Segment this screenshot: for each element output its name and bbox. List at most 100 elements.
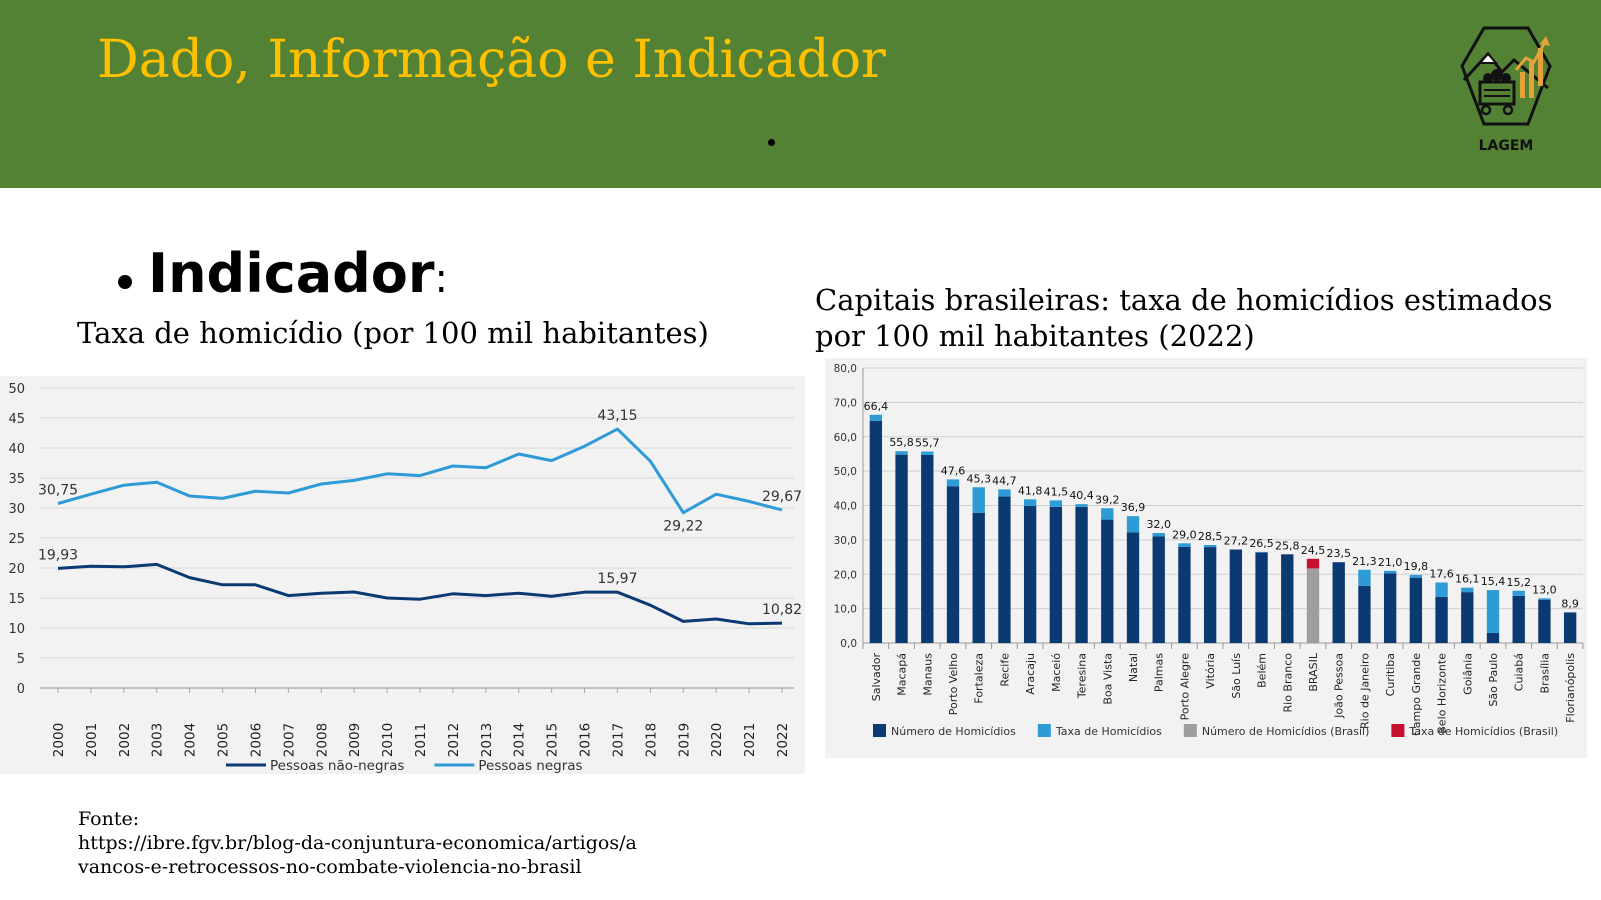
y-tick-label: 40 xyxy=(8,442,25,457)
bar-value-label: 16,1 xyxy=(1455,573,1480,586)
x-category-label: Fortaleza xyxy=(973,653,986,704)
data-label: 19,93 xyxy=(38,547,78,563)
bar-value-label: 8,9 xyxy=(1561,597,1579,610)
y-tick-label: 50 xyxy=(8,382,25,397)
bar-value-label: 26,5 xyxy=(1249,537,1274,550)
bar-value-label: 47,6 xyxy=(941,464,966,477)
bar-value-label: 36,9 xyxy=(1121,501,1146,514)
bar-segment xyxy=(1203,545,1217,548)
y-tick-label: 20,0 xyxy=(834,569,857,581)
x-tick-label: 2002 xyxy=(117,723,133,757)
x-category-label: Teresina xyxy=(1076,653,1089,699)
bar-segment xyxy=(1229,549,1243,643)
source-label: Fonte: xyxy=(78,808,140,830)
bar-value-label: 23,5 xyxy=(1326,547,1351,560)
bar-segment xyxy=(1126,516,1140,533)
line-chart-background xyxy=(0,376,805,774)
bar-segment xyxy=(1126,532,1140,643)
x-tick-label: 2015 xyxy=(545,723,561,757)
x-category-label: Curitiba xyxy=(1384,653,1397,696)
data-label: 43,15 xyxy=(597,408,637,424)
source-note: Fonte: https://ibre.fgv.br/blog-da-conju… xyxy=(78,807,637,879)
bar-segment xyxy=(1023,499,1037,506)
bar-segment xyxy=(1538,598,1551,600)
bar-segment xyxy=(1075,506,1088,643)
bar-chart-title: Capitais brasileiras: taxa de homicídios… xyxy=(815,283,1553,353)
bar-segment xyxy=(998,489,1011,497)
bar-segment xyxy=(1281,554,1294,643)
x-category-label: Salvador xyxy=(870,653,883,702)
x-tick-label: 2012 xyxy=(446,723,462,757)
x-category-label: Aracaju xyxy=(1024,653,1037,695)
bar-segment xyxy=(1383,573,1397,643)
bar-value-label: 55,8 xyxy=(889,436,914,449)
x-category-label: Brasília xyxy=(1538,653,1551,693)
bar-segment xyxy=(1435,582,1448,597)
x-category-label: Boa Vista xyxy=(1101,653,1114,705)
bar-value-label: 15,2 xyxy=(1506,576,1531,589)
bar-segment xyxy=(1178,546,1191,643)
bar-segment xyxy=(921,451,934,455)
source-line-1: https://ibre.fgv.br/blog-da-conjuntura-e… xyxy=(78,832,637,854)
x-tick-label: 2020 xyxy=(709,723,725,757)
bar-segment xyxy=(946,479,960,487)
data-label: 29,67 xyxy=(762,489,802,505)
bullet-colon: : xyxy=(434,256,449,302)
bar-value-label: 19,8 xyxy=(1404,560,1429,573)
logo-text: LAGEM xyxy=(1478,138,1534,154)
x-tick-label: 2013 xyxy=(479,723,495,757)
bar-segment xyxy=(1049,500,1063,507)
x-category-label: João Pessoa xyxy=(1333,653,1346,719)
homicide-rate-line-chart: 0 5 10 15 20 25 30 35 40 45 50 2000 2001 2002 2003 2004… xyxy=(0,376,805,774)
bar-segment xyxy=(1409,577,1423,643)
x-tick-label: 2011 xyxy=(413,723,429,757)
bar-value-label: 40,4 xyxy=(1069,489,1094,502)
capitals-homicide-bar-chart: 0,0 10,0 20,0 30,0 40,0 50,0 60,0 70,0 80,0 66,4 S… xyxy=(825,358,1587,758)
legend-label: Número de Homicídios xyxy=(891,725,1016,738)
bar-segment xyxy=(1461,587,1474,593)
y-tick-label: 60,0 xyxy=(834,432,857,444)
x-tick-label: 2005 xyxy=(216,723,232,757)
x-category-label: Maceió xyxy=(1050,653,1063,692)
source-line-2: vancos-e-retrocessos-no-combate-violenci… xyxy=(78,856,582,878)
bar-value-label: 17,6 xyxy=(1429,568,1454,581)
bar-segment xyxy=(1512,590,1525,596)
x-category-label: Goiânia xyxy=(1461,653,1474,695)
bar-segment xyxy=(1101,508,1114,520)
y-tick-label: 0 xyxy=(17,682,25,697)
x-tick-label: 2001 xyxy=(84,723,100,757)
y-tick-label: 35 xyxy=(8,472,25,487)
bar-value-label: 15,4 xyxy=(1481,575,1506,588)
bar-segment xyxy=(1152,536,1165,643)
y-tick-label: 10 xyxy=(8,622,25,637)
bar-value-label: 32,0 xyxy=(1146,518,1171,531)
y-tick-label: 15 xyxy=(8,592,25,607)
data-label: 30,75 xyxy=(38,483,78,499)
bar-segment xyxy=(1203,547,1217,643)
legend-swatch xyxy=(1183,724,1197,737)
bar-segment xyxy=(1358,569,1371,586)
x-category-label: BRASIL xyxy=(1307,652,1320,691)
page-title: Dado, Informação e Indicador xyxy=(97,30,886,90)
bar-value-label: 45,3 xyxy=(966,472,991,485)
y-tick-label: 5 xyxy=(17,652,25,667)
bar-segment xyxy=(1178,543,1191,547)
bar-segment xyxy=(869,414,883,421)
bullet-dot xyxy=(118,274,132,289)
bar-segment xyxy=(1306,568,1320,643)
data-label: 15,97 xyxy=(597,571,637,587)
bar-segment xyxy=(1332,562,1345,643)
legend-swatch xyxy=(873,724,886,737)
indicator-bullet: Indicador: xyxy=(118,242,448,305)
bar-value-label: 27,2 xyxy=(1224,535,1249,548)
x-category-label: São Luís xyxy=(1230,653,1243,699)
lagem-logo: LAGEM xyxy=(1450,18,1562,163)
bar-segment xyxy=(1409,574,1423,578)
bar-segment xyxy=(1486,590,1500,634)
legend-label: Pessoas não-negras xyxy=(270,758,404,774)
legend-label: Taxa de Homicídios xyxy=(1055,725,1162,738)
bar-segment xyxy=(1075,504,1088,507)
x-category-label: Florianópolis xyxy=(1564,653,1577,723)
x-category-label: Rio Branco xyxy=(1281,653,1294,713)
x-tick-label: 2018 xyxy=(643,723,659,757)
